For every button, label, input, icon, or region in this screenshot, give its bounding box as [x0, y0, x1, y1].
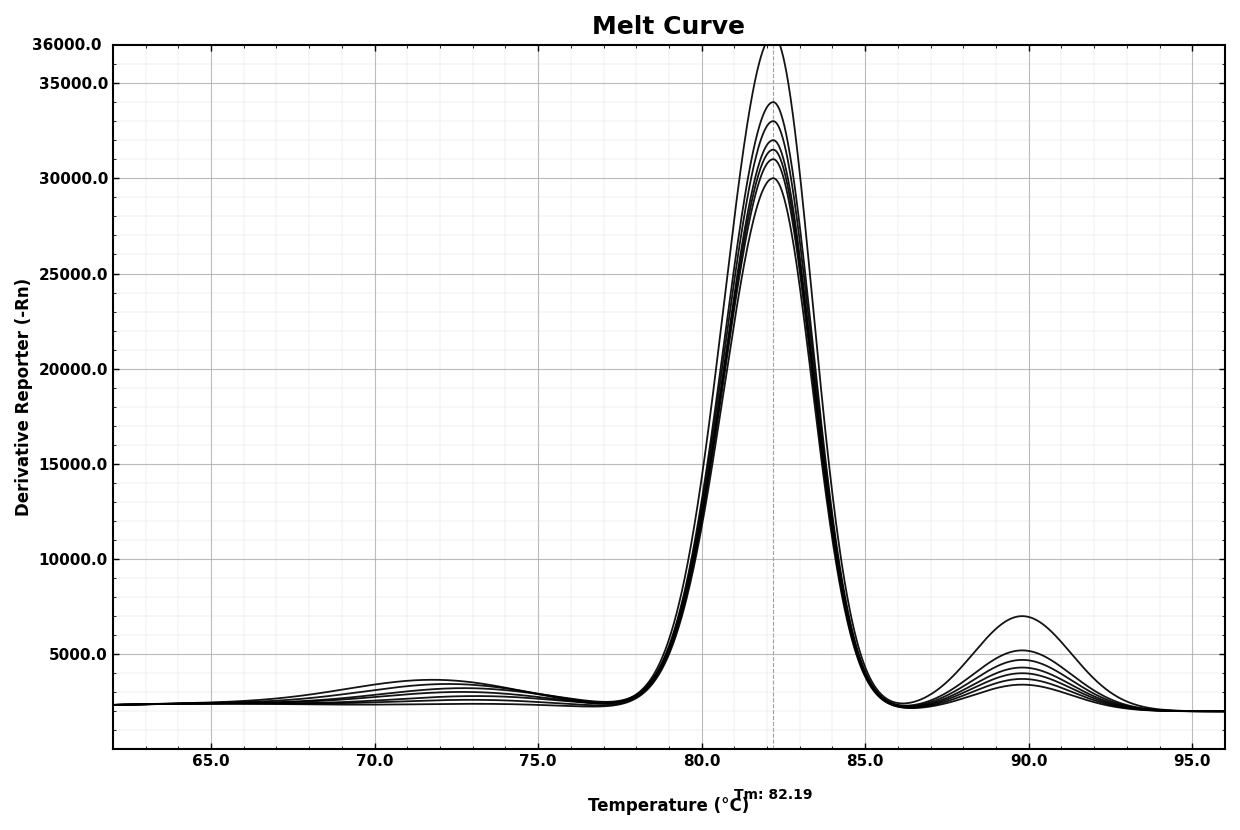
Title: Melt Curve: Melt Curve	[593, 15, 745, 39]
Text: 36000.0: 36000.0	[32, 37, 102, 52]
X-axis label: Temperature (°C): Temperature (°C)	[588, 797, 750, 815]
Text: Tm: 82.19: Tm: 82.19	[734, 788, 812, 803]
Y-axis label: Derivative Reporter (-Rn): Derivative Reporter (-Rn)	[15, 278, 33, 516]
